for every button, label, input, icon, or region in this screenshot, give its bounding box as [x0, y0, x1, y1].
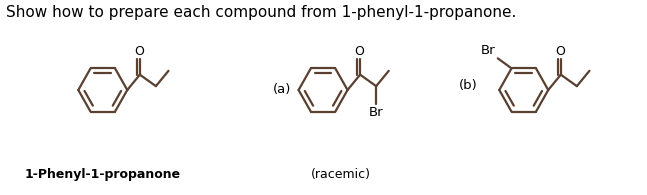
Text: 1-Phenyl-1-propanone: 1-Phenyl-1-propanone [25, 168, 181, 181]
Text: O: O [354, 45, 364, 58]
Text: Br: Br [369, 106, 384, 119]
Text: O: O [134, 45, 144, 58]
Text: Show how to prepare each compound from 1-phenyl-1-propanone.: Show how to prepare each compound from 1… [6, 5, 516, 20]
Text: (racemic): (racemic) [311, 168, 371, 181]
Text: (a): (a) [272, 83, 291, 97]
Text: Br: Br [481, 44, 496, 57]
Text: O: O [555, 45, 565, 58]
Text: (b): (b) [459, 79, 477, 91]
